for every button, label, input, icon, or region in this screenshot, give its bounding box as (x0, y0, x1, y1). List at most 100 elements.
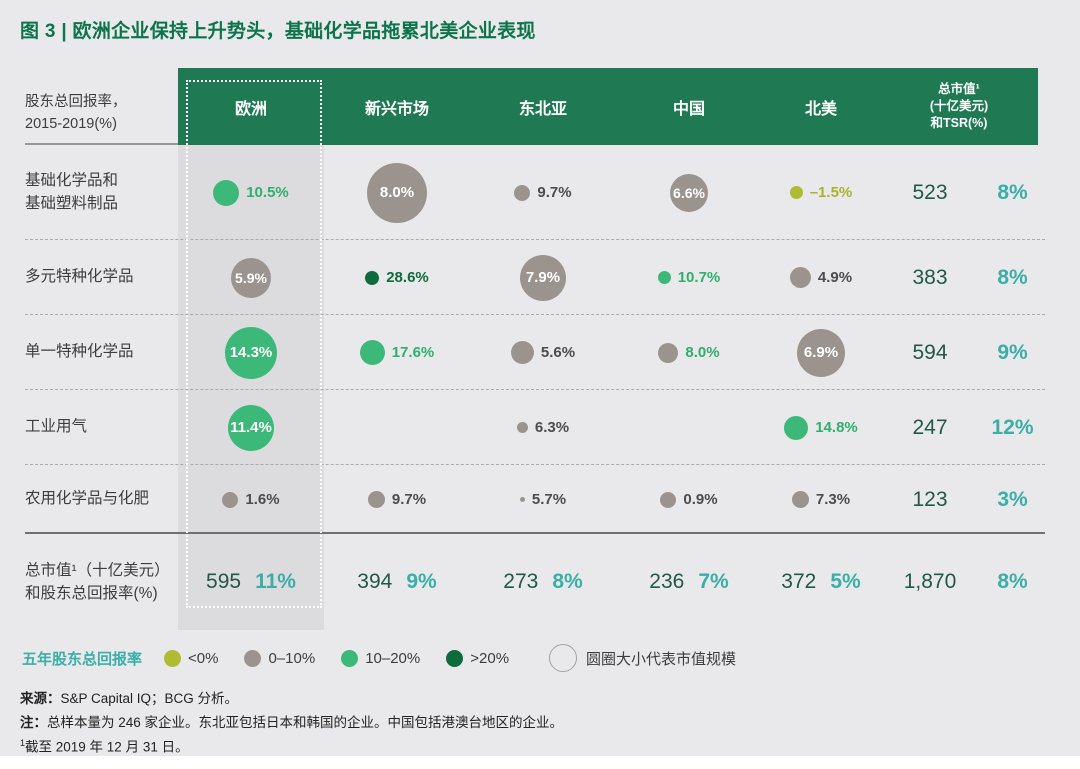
bubble: 7.9% (520, 254, 566, 301)
column-header-4: 中国 (672, 100, 705, 118)
row-label-line: 单一特种化学品 (25, 343, 134, 361)
table-row: 基础化学品和 基础塑料制品 10.5% 8.0% 9.7% 6.6% –1.5% 523 8% (20, 145, 1045, 240)
bubble-value-label: 14.8% (815, 419, 858, 436)
totals-row-label: 总市值¹（十亿美元） 和股东总回报率(%) (20, 559, 178, 606)
row-tsr: 8% (997, 180, 1028, 204)
bubble-cell: 7.9% (470, 254, 616, 301)
bubble-cell: 10.7% (616, 269, 762, 286)
bubble-cell: 6.6% (616, 173, 762, 212)
bubble-cell: 6.3% (470, 419, 616, 436)
footnote-line: 1截至 2019 年 12 月 31 日。 (20, 735, 563, 760)
bubble (789, 267, 811, 288)
totals-market-cap: 595 (206, 570, 242, 593)
row-label-line: 基础塑料制品 (25, 194, 119, 212)
bubble-cell: 17.6% (324, 340, 470, 365)
cap-header-line2: (十亿美元) (929, 99, 989, 114)
bubble-cell: –1.5% (762, 184, 880, 201)
bubble: 14.3% (225, 326, 277, 379)
bubble: 6.6% (670, 173, 708, 212)
footnotes: 来源：S&P Capital IQ；BCG 分析。 注：总样本量为 246 家企业… (20, 687, 563, 760)
bubble-value-label: 10.5% (246, 184, 289, 201)
row-label: 农用化学品与化肥 (20, 488, 178, 510)
bubble (519, 497, 525, 502)
totals-label-line: 总市值¹（十亿美元） (25, 561, 170, 579)
europe-column-highlight (178, 145, 324, 630)
bubble-value-label: –1.5% (809, 184, 853, 201)
bubble-value-label: 1.6% (245, 491, 280, 508)
bubble (658, 342, 679, 363)
table-row: 工业用气 11.4% 6.3% 14.8% 247 12% (20, 390, 1045, 465)
bubble (359, 340, 385, 365)
bubble (367, 491, 385, 508)
cap-header-line3: 和TSR(%) (930, 115, 988, 130)
bubble-cell: 7.3% (762, 491, 880, 508)
bubble (657, 271, 671, 284)
legend-low-dot-icon (244, 649, 262, 667)
row-tsr: 9% (997, 340, 1028, 364)
bubble-cell: 5.6% (470, 341, 616, 364)
bubble-value-label: 0.9% (683, 491, 718, 508)
bubble-cell: 14.8% (762, 415, 880, 440)
legend-neg-dot-icon (164, 649, 182, 667)
bubble (514, 184, 531, 201)
bubble-cell: 10.5% (178, 179, 324, 206)
bubble-cell: 8.0% (616, 342, 762, 363)
footnote-text: S&P Capital IQ；BCG 分析。 (60, 691, 239, 706)
row-label: 多元特种化学品 (20, 266, 178, 288)
totals-tsr: 9% (406, 570, 437, 593)
bubble-cell: 6.9% (762, 328, 880, 377)
bubble-value-label: 9.7% (391, 491, 427, 508)
footnote-superscript: 1 (20, 738, 26, 749)
bubble-cell: 14.3% (178, 326, 324, 379)
bubble-value-label: 11.4% (230, 419, 272, 436)
bubble: 5.9% (231, 257, 271, 298)
bubble-value-label: 6.9% (803, 344, 839, 361)
bubble-cell: 28.6% (324, 269, 470, 286)
row-label-line: 工业用气 (25, 418, 88, 436)
table-row: 单一特种化学品 14.3% 17.6% 5.6% 8.0% 6.9% 594 9% (20, 315, 1045, 390)
totals-tsr: 8% (552, 570, 583, 593)
totals-label-line: 和股东总回报率(%) (25, 585, 158, 602)
row-market-cap: 383 (912, 265, 948, 289)
column-header-5: 北美 (804, 100, 837, 118)
totals-cell: 595 11% (178, 570, 324, 594)
bubble-value-label: 14.3% (229, 344, 273, 361)
column-header-band: 欧洲 新兴市场 东北亚 中国 北美 总市值¹ (十亿美元) 和TSR(%) (178, 68, 1038, 145)
table-row: 多元特种化学品 5.9% 28.6% 7.9% 10.7% 4.9% 383 8% (20, 240, 1045, 315)
bubble-cell: 9.7% (470, 184, 616, 201)
bubble (784, 415, 809, 440)
totals-overall-market-cap: 1,870 (903, 570, 957, 593)
totals-row: 总市值¹（十亿美元） 和股东总回报率(%) 595 11% 394 9% 273 8% 236 7… (20, 534, 1045, 630)
totals-tsr: 7% (698, 570, 729, 593)
legend-item-label: >20% (470, 649, 510, 667)
row-label-line: 基础化学品和 (25, 172, 119, 190)
row-market-cap: 247 (912, 415, 948, 439)
footnote-line: 注：总样本量为 246 家企业。东北亚包括日本和韩国的企业。中国包括港澳台地区的… (20, 711, 563, 735)
row-market-cap: 523 (912, 180, 948, 204)
bubble-value-label: 6.6% (673, 184, 705, 201)
legend-item-label: <0% (188, 649, 219, 667)
row-label: 工业用气 (20, 416, 178, 438)
bubble (660, 491, 677, 508)
bubble: 6.9% (797, 328, 845, 377)
bubble-value-label: 7.3% (815, 491, 851, 508)
row-label: 基础化学品和 基础塑料制品 (20, 170, 178, 215)
footnote-line: 来源：S&P Capital IQ；BCG 分析。 (20, 687, 563, 711)
totals-overall-tsr: 8% (997, 570, 1028, 593)
bubble-cell: 1.6% (178, 491, 324, 508)
bubble-value-label: 9.7% (537, 184, 572, 201)
totals-market-cap: 372 (781, 570, 817, 593)
circle-size-icon (549, 644, 578, 672)
totals-cell: 236 7% (616, 570, 762, 594)
legend: 五年股东总回报率 <0% 0–10% 10–20% >20% 圆圈大小代表市值规模 (22, 643, 736, 673)
bubble-value-label: 7.9% (525, 269, 561, 286)
bubble: 11.4% (228, 404, 274, 451)
bubble (365, 270, 380, 285)
bubble-value-label: 10.7% (677, 269, 721, 286)
legend-high-dot-icon (446, 649, 464, 667)
legend-item: >20% (446, 649, 510, 667)
figure-title: 图 3 | 欧洲企业保持上升势头，基础化学品拖累北美企业表现 (20, 21, 536, 42)
totals-market-cap: 394 (357, 570, 393, 593)
bubble-value-label: 6.3% (534, 419, 570, 436)
bubble (791, 491, 809, 508)
